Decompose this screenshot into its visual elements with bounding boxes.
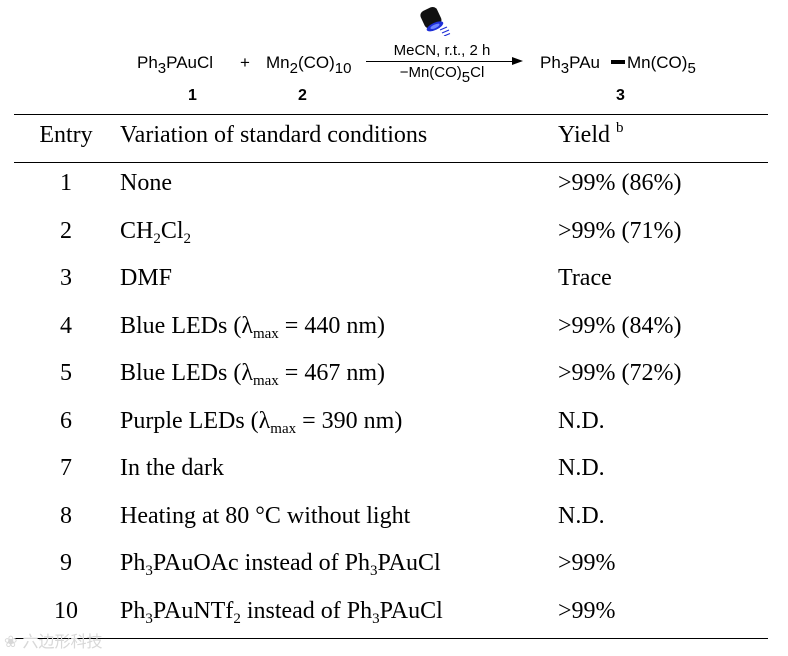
yield-cell: >99% — [558, 598, 616, 624]
table-header-rule — [14, 162, 768, 163]
product-right: Mn(CO)5 — [627, 53, 696, 77]
table-bottom-rule — [14, 638, 768, 639]
header-yield: Yield b — [558, 120, 624, 149]
au-mn-bond — [611, 60, 625, 64]
yield-cell: >99% (71%) — [558, 218, 682, 244]
table-top-rule — [14, 114, 768, 115]
yield-cell: >99% (72%) — [558, 360, 682, 386]
variation-cell: DMF — [120, 265, 173, 291]
yield-cell: N.D. — [558, 503, 605, 529]
entry-cell: 7 — [60, 455, 72, 481]
entry-cell: 4 — [60, 313, 72, 339]
conditions-top: MeCN, r.t., 2 h — [393, 42, 491, 59]
reaction-arrow-head — [512, 57, 523, 65]
reaction-arrow — [366, 61, 516, 62]
variation-cell: Ph3PAuNTf2 instead of Ph3PAuCl — [120, 598, 443, 627]
reactant-1: Ph3PAuCl — [137, 53, 214, 77]
variation-cell: Ph3PAuOAc instead of Ph3PAuCl — [120, 550, 441, 579]
reactant-2: Mn2(CO)10 — [266, 53, 352, 77]
variation-cell: CH2Cl2 — [120, 218, 192, 247]
entry-cell: 6 — [60, 408, 72, 434]
entry-cell: 9 — [60, 550, 72, 576]
variation-cell: Blue LEDs (λmax = 440 nm) — [120, 313, 385, 342]
entry-cell: 8 — [60, 503, 72, 529]
conditions-bottom: −Mn(CO)5Cl — [399, 64, 485, 86]
reactant-2-number: 2 — [298, 87, 307, 104]
yield-cell: Trace — [558, 265, 612, 291]
entry-cell: 5 — [60, 360, 72, 386]
yield-cell: >99% — [558, 550, 616, 576]
variation-cell: In the dark — [120, 455, 224, 481]
plus-sign: + — [240, 53, 250, 72]
entry-cell: 1 — [60, 170, 72, 196]
blue-light-lamp-icon — [420, 6, 451, 36]
product-left: Ph3PAu — [540, 53, 601, 77]
header-variation: Variation of standard conditions — [120, 122, 428, 148]
variation-cell: Blue LEDs (λmax = 467 nm) — [120, 360, 385, 389]
entry-cell: 10 — [54, 598, 78, 624]
yield-cell: >99% (84%) — [558, 313, 682, 339]
yield-cell: N.D. — [558, 455, 605, 481]
reactant-1-number: 1 — [188, 87, 197, 104]
variation-cell: Heating at 80 °C without light — [120, 503, 411, 529]
header-entry: Entry — [39, 122, 93, 148]
entry-cell: 2 — [60, 218, 72, 244]
watermark: ❀ 六边形科技 — [4, 632, 103, 651]
yield-cell: N.D. — [558, 408, 605, 434]
entry-cell: 3 — [60, 265, 72, 291]
product-number: 3 — [616, 87, 625, 104]
reaction-scheme: Ph3PAuCl 1 + Mn2(CO)10 2 MeCN, r.t., 2 h… — [0, 0, 788, 112]
variation-cell: None — [120, 170, 172, 196]
variation-cell: Purple LEDs (λmax = 390 nm) — [120, 408, 403, 437]
yield-cell: >99% (86%) — [558, 170, 682, 196]
